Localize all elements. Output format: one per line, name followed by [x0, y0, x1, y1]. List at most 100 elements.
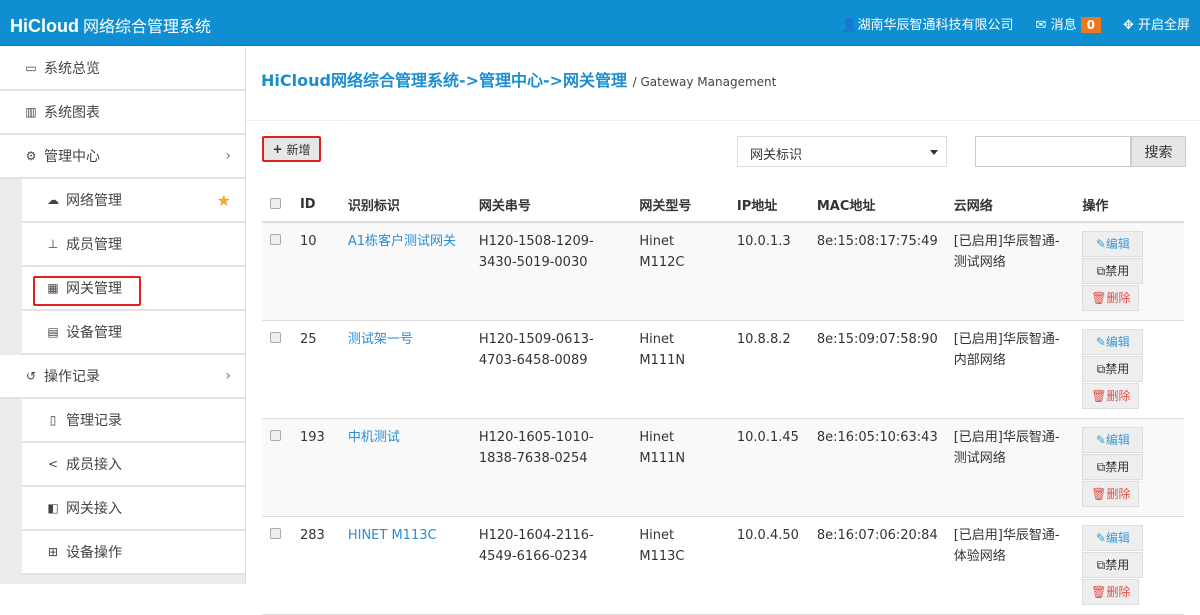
gateway-link[interactable]: A1栋客户测试网关 — [347, 234, 457, 249]
company-link[interactable]: 👤湖南华辰智通科技有限公司 — [841, 14, 1013, 33]
messages-link[interactable]: ✉ 消息 0 — [1036, 14, 1101, 33]
disable-button[interactable]: ⧉ 禁用 — [1082, 454, 1144, 480]
sidebar-item-1[interactable]: ▥ 系统图表 — [0, 91, 245, 135]
cell-name: 中机测试 — [339, 418, 471, 517]
column-header: 网关型号 — [631, 187, 729, 223]
delete-button[interactable]: 🗑 删除 — [1082, 481, 1140, 507]
edit-button[interactable]: ✎ 编辑 — [1082, 427, 1144, 453]
cell-cloud: [已启用]华辰智通-内部网络 — [945, 320, 1075, 419]
gears-icon: ⚙ — [25, 149, 37, 163]
disable-button[interactable]: ⧉ 禁用 — [1082, 356, 1144, 382]
sidebar-item-11[interactable]: ⊞ 设备操作 — [22, 531, 245, 575]
edit-label: 编辑 — [1105, 530, 1130, 545]
sidebar-item-7[interactable]: ↺ 操作记录 › — [0, 355, 245, 399]
sidebar-item-0[interactable]: ▭ 系统总览 — [0, 47, 245, 91]
sidebar-item-3[interactable]: ☁ 网络管理 ★ — [22, 179, 245, 223]
delete-button[interactable]: 🗑 删除 — [1082, 285, 1140, 311]
disable-button[interactable]: ⧉ 禁用 — [1082, 258, 1144, 284]
cell-name: A1栋客户测试网关 — [339, 222, 471, 321]
app-title: 网络综合管理系统 — [83, 17, 212, 36]
cell-ip: 10.8.8.2 — [728, 320, 809, 419]
sidebar-item-9[interactable]: < 成员接入 — [22, 443, 245, 487]
main-content: HiCloud网络综合管理系统->管理中心->网关管理 / Gateway Ma… — [246, 47, 1200, 615]
disable-button[interactable]: ⧉ 禁用 — [1082, 552, 1144, 578]
cell-actions: ✎ 编辑 ⧉ 禁用 🗑 删除 — [1074, 320, 1184, 419]
sidebar-item-8[interactable]: ▯ 管理记录 — [22, 399, 245, 443]
column-header: 识别标识 — [339, 187, 471, 223]
select-all-checkbox[interactable] — [270, 198, 281, 209]
cell-cloud: [已启用]华辰智通-体验网络 — [945, 516, 1075, 615]
file-icon: ▯ — [49, 413, 57, 427]
sidebar-item-label: 设备管理 — [66, 325, 122, 341]
delete-button[interactable]: 🗑 删除 — [1082, 383, 1140, 409]
delete-label: 删除 — [1106, 290, 1131, 305]
sidebar-item-2[interactable]: ⚙ 管理中心 › — [0, 135, 245, 179]
sidebar-item-10[interactable]: ◧ 网关接入 — [22, 487, 245, 531]
edit-button[interactable]: ✎ 编辑 — [1082, 231, 1144, 257]
filter-select[interactable]: 网关标识 — [737, 136, 947, 167]
sidebar-item-4[interactable]: ⊥ 成员管理 — [22, 223, 245, 267]
search-input[interactable] — [975, 136, 1131, 167]
brand[interactable]: HiCloud 网络综合管理系统 — [10, 13, 211, 37]
cell-name: HINET M113C — [339, 516, 471, 615]
history-icon: ↺ — [25, 369, 37, 383]
cell-model: Hinet M111N — [631, 320, 729, 419]
cell-serial: H120-1509-0613-4703-6458-0089 — [470, 320, 632, 419]
cell-actions: ✎ 编辑 ⧉ 禁用 🗑 删除 — [1074, 516, 1184, 615]
sidebar-item-label: 管理记录 — [66, 413, 122, 429]
calendar-icon: ▤ — [47, 325, 59, 339]
sidebar: ▭ 系统总览 ▥ 系统图表 ⚙ 管理中心 › ☁ 网络管理 ★ ⊥ 成员管理 ▦ 网关管理 ▤ 设备管理 ↺ 操作… — [0, 47, 246, 584]
disable-label: 禁用 — [1105, 361, 1130, 376]
row-select — [262, 516, 292, 615]
breadcrumb-subtitle: / Gateway Management — [632, 75, 777, 89]
row-checkbox[interactable] — [270, 332, 281, 343]
gateway-link[interactable]: HINET M113C — [347, 528, 437, 543]
edit-label: 编辑 — [1105, 432, 1130, 447]
add-button[interactable]: + 新增 — [262, 136, 321, 162]
share-icon: < — [47, 457, 59, 471]
edit-button[interactable]: ✎ 编辑 — [1082, 329, 1144, 355]
cell-id: 193 — [291, 418, 340, 517]
row-checkbox[interactable] — [270, 234, 281, 245]
plus-square-icon: ⊞ — [47, 545, 59, 559]
gateway-link[interactable]: 测试架一号 — [347, 332, 413, 347]
edit-button[interactable]: ✎ 编辑 — [1082, 525, 1144, 551]
table-row: 25 测试架一号 H120-1509-0613-4703-6458-0089 H… — [262, 320, 1184, 419]
disable-label: 禁用 — [1105, 263, 1130, 278]
cell-model: Hinet M112C — [631, 222, 729, 321]
expand-icon: ✥ — [1122, 18, 1138, 33]
search-button[interactable]: 搜索 — [1131, 136, 1186, 167]
row-checkbox[interactable] — [270, 430, 281, 441]
column-header: ID — [291, 187, 340, 223]
cell-id: 10 — [291, 222, 340, 321]
sidebar-item-6[interactable]: ▤ 设备管理 — [22, 311, 245, 355]
share-square-icon: ◧ — [47, 501, 59, 515]
messages-badge: 0 — [1080, 17, 1101, 33]
edit-icon: ✎ — [1095, 432, 1106, 447]
cell-name: 测试架一号 — [339, 320, 471, 419]
trash-icon: 🗑 — [1091, 486, 1107, 501]
cell-mac: 8e:15:08:17:75:49 — [808, 222, 946, 321]
cell-serial: H120-1605-1010-1838-7638-0254 — [470, 418, 632, 517]
cell-id: 25 — [291, 320, 340, 419]
chevron-right-icon: › — [225, 148, 231, 164]
delete-button[interactable]: 🗑 删除 — [1082, 579, 1140, 605]
row-checkbox[interactable] — [270, 528, 281, 539]
column-header: IP地址 — [728, 187, 809, 223]
user-icon: 👤 — [841, 18, 858, 33]
trash-icon: 🗑 — [1091, 388, 1107, 403]
sidebar-item-label: 系统总览 — [44, 61, 100, 77]
breadcrumb-path: HiCloud网络综合管理系统->管理中心->网关管理 — [261, 71, 628, 90]
chevron-right-icon: › — [225, 368, 231, 384]
cell-mac: 8e:16:05:10:63:43 — [808, 418, 946, 517]
gateway-link[interactable]: 中机测试 — [347, 430, 400, 445]
table-row: 10 A1栋客户测试网关 H120-1508-1209-3430-5019-00… — [262, 222, 1184, 321]
sidebar-item-label: 网络管理 — [66, 193, 122, 209]
delete-label: 删除 — [1106, 584, 1131, 599]
column-header: MAC地址 — [808, 187, 946, 223]
fullscreen-button[interactable]: ✥ 开启全屏 — [1123, 14, 1190, 33]
cloud-icon: ☁ — [47, 193, 59, 207]
cell-cloud: [已启用]华辰智通-测试网络 — [945, 222, 1075, 321]
star-icon[interactable]: ★ — [216, 190, 231, 210]
sidebar-item-5[interactable]: ▦ 网关管理 — [22, 267, 245, 311]
